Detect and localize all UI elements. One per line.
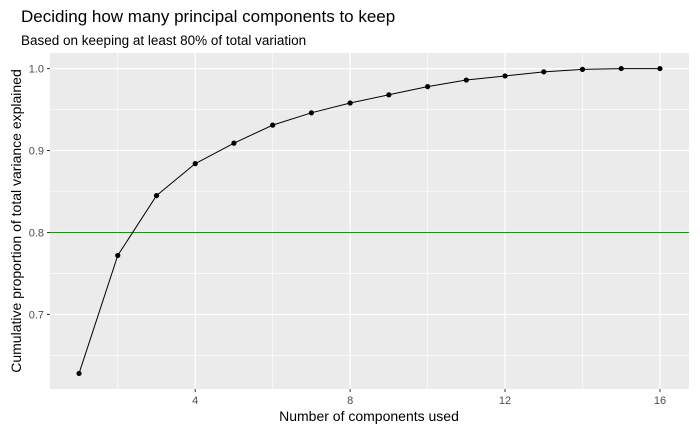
series-layer	[78, 68, 660, 374]
data-point	[308, 110, 315, 116]
data-point	[463, 77, 469, 83]
y-tick-label: 0.7	[29, 309, 44, 321]
plot-panel	[50, 53, 689, 389]
data-point	[270, 122, 276, 128]
y-axis-title: Cumulative proportion of total variance …	[8, 69, 24, 373]
data-point	[386, 92, 392, 98]
data-point	[424, 84, 431, 90]
y-tick-label: 0.8	[29, 227, 44, 239]
data-point	[657, 65, 663, 72]
data-point	[541, 69, 547, 75]
chart-title: Deciding how many principal components t…	[21, 7, 395, 26]
x-axis-ticks: 4 8 12 16	[192, 389, 666, 407]
grid-minor	[50, 53, 689, 389]
data-point	[618, 65, 624, 72]
x-tick-label: 16	[654, 395, 666, 407]
x-tick-label: 12	[499, 395, 511, 407]
data-point	[502, 73, 508, 79]
data-point	[192, 161, 198, 167]
y-axis-ticks: 0.7 0.8 0.9 1.0	[29, 64, 50, 321]
x-tick-label: 4	[192, 395, 198, 407]
series-line	[78, 68, 660, 374]
data-point	[115, 252, 121, 259]
y-tick-label: 1.0	[29, 64, 44, 76]
x-tick-label: 8	[347, 395, 353, 407]
data-point	[76, 370, 82, 377]
y-tick-label: 0.9	[29, 146, 44, 158]
data-point	[347, 100, 353, 106]
data-point	[231, 140, 237, 146]
data-point	[153, 192, 160, 199]
data-point	[579, 66, 586, 72]
chart-subtitle: Based on keeping at least 80% of total v…	[21, 33, 306, 48]
points-layer	[76, 65, 663, 377]
x-axis-title: Number of components used	[279, 408, 459, 424]
